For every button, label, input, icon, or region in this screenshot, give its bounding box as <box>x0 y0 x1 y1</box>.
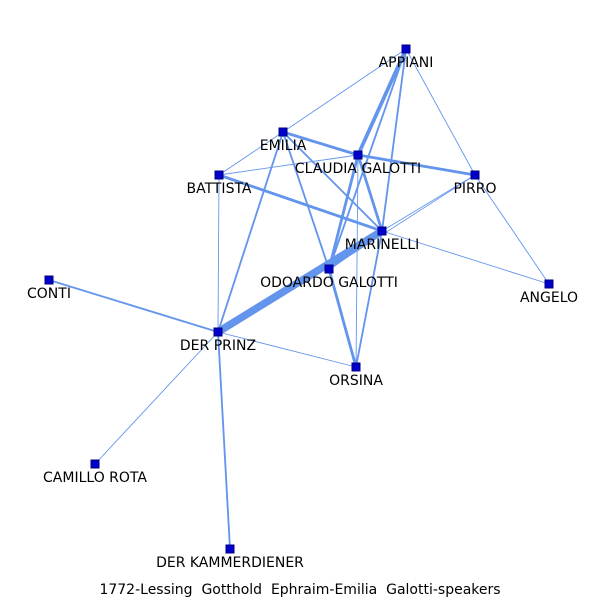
edge-prinz-orsina <box>217 331 357 368</box>
node-pirro <box>470 170 480 180</box>
node-angelo <box>544 279 554 289</box>
edge-prinz-conti <box>48 279 219 333</box>
edges-layer <box>48 48 550 550</box>
node-odoardo <box>324 264 334 274</box>
labels-layer: APPIANI EMILIA CLAUDIA GALOTTI BATTISTA PIRR… <box>27 55 578 571</box>
node-prinz <box>213 327 223 337</box>
edge-appiani-odoardo <box>328 48 407 270</box>
node-label-camillo: CAMILLO ROTA <box>43 470 147 486</box>
edge-pirro-marinelli <box>381 174 476 232</box>
node-label-marinelli: MARINELLI <box>345 237 420 253</box>
edge-emilia-battista <box>218 131 284 176</box>
node-kammerdiener <box>225 544 235 554</box>
node-label-orsina: ORSINA <box>329 373 383 389</box>
node-battista <box>214 170 224 180</box>
node-camillo <box>90 459 100 469</box>
node-emilia <box>278 127 288 137</box>
edge-appiani-emilia <box>282 48 407 133</box>
node-label-kammerdiener: DER KAMMERDIENER <box>156 555 304 571</box>
edge-prinz-camillo <box>94 331 219 465</box>
edge-emilia-odoardo <box>282 131 330 270</box>
edge-prinz-kammerdiener <box>217 331 231 550</box>
edge-pirro-angelo <box>474 174 550 285</box>
edge-claudia-pirro <box>357 153 476 177</box>
node-label-angelo: ANGELO <box>520 290 578 306</box>
edge-claudia-marinelli <box>356 154 384 232</box>
edge-claudia-odoardo <box>327 154 360 270</box>
edge-odoardo-orsina <box>327 268 358 368</box>
edge-battista-prinz <box>217 174 220 333</box>
edge-emilia-marinelli <box>282 131 383 232</box>
node-conti <box>44 275 54 285</box>
nodes-layer <box>44 44 554 554</box>
node-claudia <box>353 150 363 160</box>
edge-marinelli-angelo <box>381 230 550 285</box>
node-label-odoardo: ODOARDO GALOTTI <box>260 275 398 291</box>
node-orsina <box>351 362 361 372</box>
edge-appiani-claudia <box>356 48 408 156</box>
edge-marinelli-orsina <box>355 230 383 368</box>
edge-appiani-marinelli <box>381 48 407 232</box>
graph-caption: 1772-Lessing Gotthold Ephraim-Emilia Gal… <box>99 582 501 598</box>
edge-emilia-claudia <box>282 130 359 157</box>
edge-marinelli-prinz <box>216 227 384 336</box>
node-label-claudia: CLAUDIA GALOTTI <box>295 161 421 177</box>
node-label-battista: BATTISTA <box>186 181 251 197</box>
node-label-prinz: DER PRINZ <box>180 338 256 354</box>
edge-claudia-orsina <box>355 154 359 368</box>
edge-battista-marinelli <box>218 173 383 233</box>
edge-marinelli-odoardo <box>328 229 383 271</box>
node-appiani <box>401 44 411 54</box>
node-label-conti: CONTI <box>27 286 71 302</box>
node-marinelli <box>377 226 387 236</box>
node-label-emilia: EMILIA <box>260 138 307 154</box>
node-label-appiani: APPIANI <box>379 55 434 71</box>
edge-claudia-battista <box>218 154 359 176</box>
edge-appiani-pirro <box>405 48 476 176</box>
edge-emilia-prinz <box>217 131 284 333</box>
edge-pirro-odoardo <box>328 174 476 270</box>
node-label-pirro: PIRRO <box>453 181 496 197</box>
